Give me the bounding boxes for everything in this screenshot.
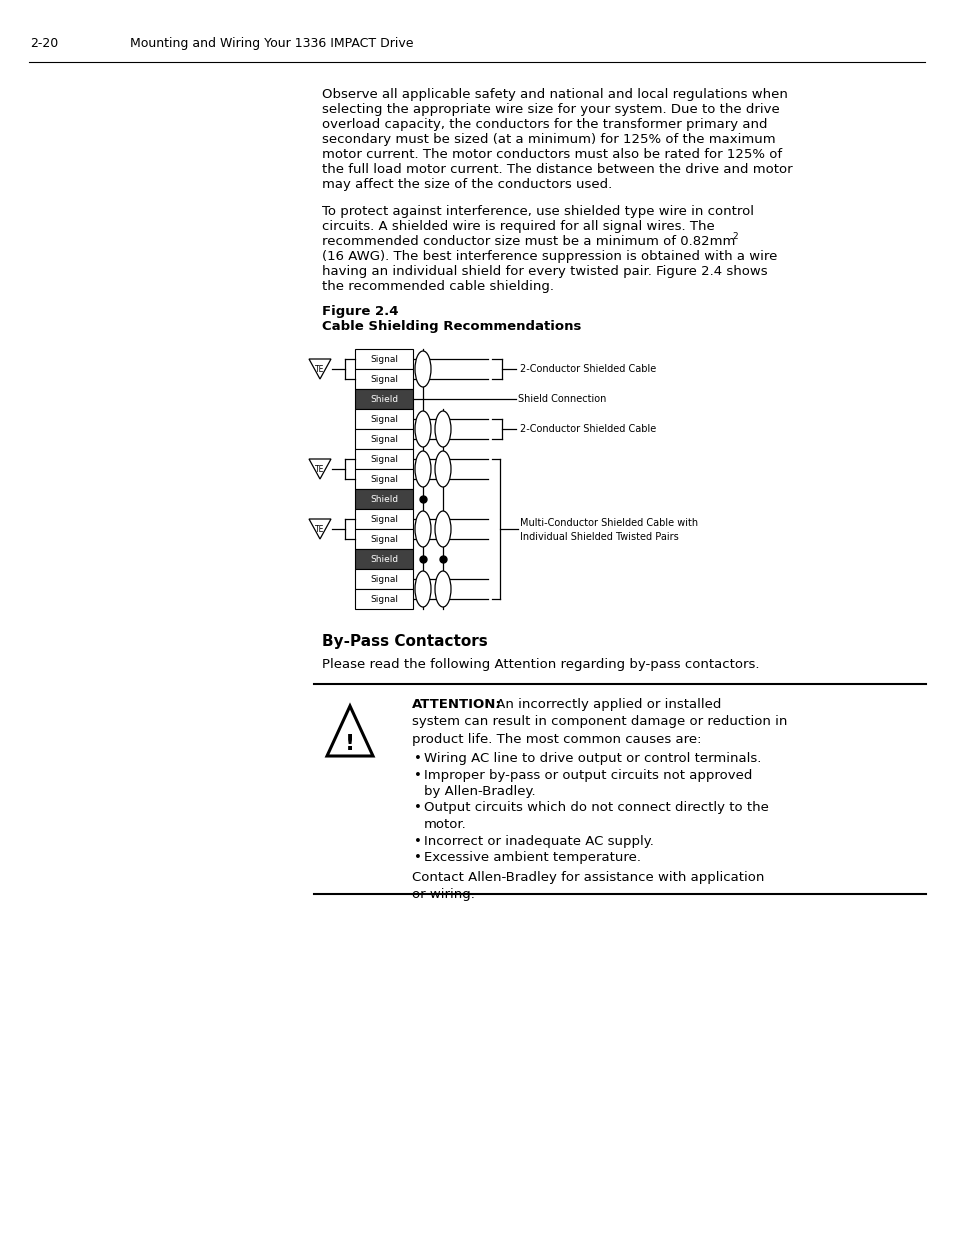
Text: •: •	[414, 835, 421, 847]
Ellipse shape	[435, 411, 451, 447]
Text: •: •	[414, 851, 421, 864]
Bar	[355, 550, 413, 569]
Text: Output circuits which do not connect directly to the: Output circuits which do not connect dir…	[423, 802, 768, 815]
Text: Signal: Signal	[370, 594, 397, 604]
Text: Signal: Signal	[370, 415, 397, 424]
Bar	[355, 509, 413, 529]
Polygon shape	[327, 706, 373, 756]
Polygon shape	[309, 359, 331, 379]
Text: ATTENTION:: ATTENTION:	[412, 698, 501, 711]
Ellipse shape	[415, 451, 431, 487]
Text: motor.: motor.	[423, 818, 466, 831]
Bar	[355, 409, 413, 429]
Ellipse shape	[415, 571, 431, 606]
Text: product life. The most common causes are:: product life. The most common causes are…	[412, 732, 700, 746]
Text: TE: TE	[315, 364, 324, 373]
Text: recommended conductor size must be a minimum of 0.82mm: recommended conductor size must be a min…	[322, 235, 735, 248]
Text: circuits. A shielded wire is required for all signal wires. The: circuits. A shielded wire is required fo…	[322, 220, 714, 233]
Text: Multi-Conductor Shielded Cable with: Multi-Conductor Shielded Cable with	[519, 517, 698, 529]
Text: By-Pass Contactors: By-Pass Contactors	[322, 634, 487, 650]
Text: or wiring.: or wiring.	[412, 888, 475, 902]
Text: the recommended cable shielding.: the recommended cable shielding.	[322, 280, 554, 293]
Text: by Allen-Bradley.: by Allen-Bradley.	[423, 785, 535, 798]
Ellipse shape	[415, 351, 431, 387]
Text: Signal: Signal	[370, 374, 397, 384]
Bar	[355, 450, 413, 469]
Bar	[355, 469, 413, 489]
Text: Cable Shielding Recommendations: Cable Shielding Recommendations	[322, 320, 580, 333]
Text: •: •	[414, 752, 421, 764]
Text: Wiring AC line to drive output or control terminals.: Wiring AC line to drive output or contro…	[423, 752, 760, 764]
Text: Signal: Signal	[370, 474, 397, 483]
Text: system can result in component damage or reduction in: system can result in component damage or…	[412, 715, 786, 729]
Text: TE: TE	[315, 464, 324, 473]
Bar	[355, 429, 413, 450]
Text: selecting the appropriate wire size for your system. Due to the drive: selecting the appropriate wire size for …	[322, 103, 779, 116]
Text: •: •	[414, 768, 421, 782]
Text: Excessive ambient temperature.: Excessive ambient temperature.	[423, 851, 640, 864]
Text: Contact Allen-Bradley for assistance with application: Contact Allen-Bradley for assistance wit…	[412, 872, 763, 884]
Text: 2-20: 2-20	[30, 37, 58, 49]
Text: Shield: Shield	[370, 494, 397, 504]
Ellipse shape	[415, 411, 431, 447]
Bar	[355, 569, 413, 589]
Text: Figure 2.4: Figure 2.4	[322, 305, 398, 317]
Text: Signal: Signal	[370, 535, 397, 543]
Text: the full load motor current. The distance between the drive and motor: the full load motor current. The distanc…	[322, 163, 792, 177]
Bar	[355, 529, 413, 550]
Bar	[355, 389, 413, 409]
Text: To protect against interference, use shielded type wire in control: To protect against interference, use shi…	[322, 205, 753, 219]
Text: 2-Conductor Shielded Cable: 2-Conductor Shielded Cable	[519, 364, 656, 374]
Text: TE: TE	[315, 525, 324, 534]
Text: Please read the following Attention regarding by-pass contactors.: Please read the following Attention rega…	[322, 658, 759, 671]
Bar	[355, 489, 413, 509]
Text: Shield Connection: Shield Connection	[517, 394, 606, 404]
Text: motor current. The motor conductors must also be rated for 125% of: motor current. The motor conductors must…	[322, 148, 781, 161]
Text: 2-Conductor Shielded Cable: 2-Conductor Shielded Cable	[519, 424, 656, 433]
Text: Signal: Signal	[370, 515, 397, 524]
Text: 2: 2	[731, 232, 737, 241]
Polygon shape	[309, 519, 331, 538]
Text: Signal: Signal	[370, 454, 397, 463]
Bar	[355, 350, 413, 369]
Text: secondary must be sized (at a minimum) for 125% of the maximum: secondary must be sized (at a minimum) f…	[322, 133, 775, 146]
Text: Mounting and Wiring Your 1336 IMPACT Drive: Mounting and Wiring Your 1336 IMPACT Dri…	[130, 37, 413, 49]
Bar	[355, 369, 413, 389]
Text: Improper by-pass or output circuits not approved: Improper by-pass or output circuits not …	[423, 768, 752, 782]
Ellipse shape	[435, 451, 451, 487]
Text: Observe all applicable safety and national and local regulations when: Observe all applicable safety and nation…	[322, 88, 787, 101]
Ellipse shape	[415, 511, 431, 547]
Text: Signal: Signal	[370, 354, 397, 363]
Ellipse shape	[435, 571, 451, 606]
Text: may affect the size of the conductors used.: may affect the size of the conductors us…	[322, 178, 612, 191]
Text: having an individual shield for every twisted pair. Figure 2.4 shows: having an individual shield for every tw…	[322, 266, 767, 278]
Text: overload capacity, the conductors for the transformer primary and: overload capacity, the conductors for th…	[322, 119, 767, 131]
Text: !: !	[345, 734, 355, 755]
Text: •: •	[414, 802, 421, 815]
Text: Signal: Signal	[370, 435, 397, 443]
Ellipse shape	[435, 511, 451, 547]
Text: Shield: Shield	[370, 555, 397, 563]
Text: An incorrectly applied or installed: An incorrectly applied or installed	[492, 698, 720, 711]
Text: Individual Shielded Twisted Pairs: Individual Shielded Twisted Pairs	[519, 532, 678, 542]
Bar	[355, 589, 413, 609]
Text: Incorrect or inadequate AC supply.: Incorrect or inadequate AC supply.	[423, 835, 653, 847]
Polygon shape	[309, 459, 331, 479]
Text: Shield: Shield	[370, 394, 397, 404]
Text: Signal: Signal	[370, 574, 397, 583]
Text: (16 AWG). The best interference suppression is obtained with a wire: (16 AWG). The best interference suppress…	[322, 249, 777, 263]
